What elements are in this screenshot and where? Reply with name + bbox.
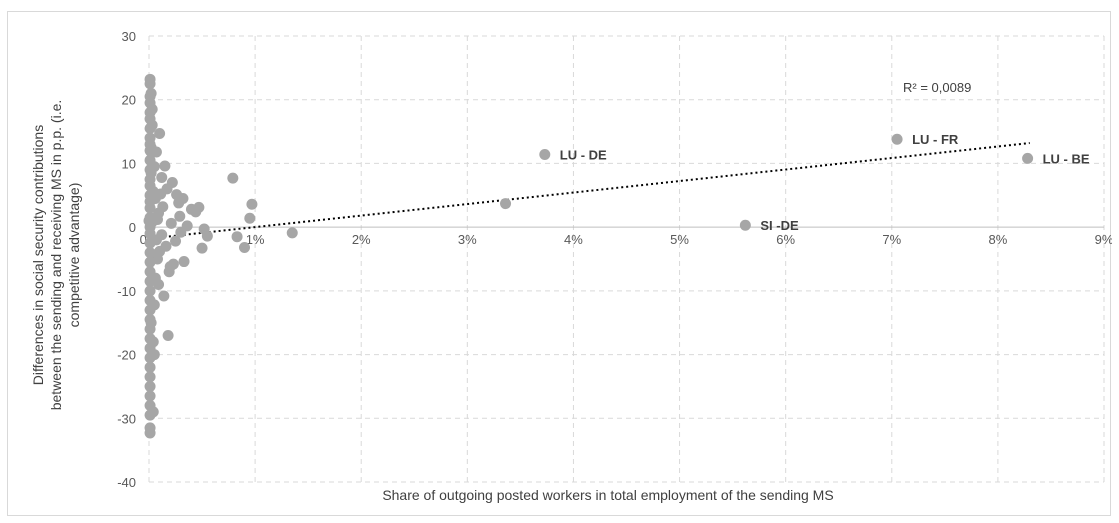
data-point (144, 427, 156, 439)
data-point (155, 188, 167, 200)
x-axis-ticks: 0%1%2%3%4%5%6%7%8%9% (140, 232, 1112, 247)
data-point (147, 336, 159, 348)
data-point (165, 217, 177, 229)
data-point (163, 266, 175, 278)
data-point (144, 390, 156, 402)
data-point (171, 189, 183, 201)
data-point (144, 380, 156, 392)
point-annotation: LU - FR (912, 132, 959, 147)
data-point (1022, 152, 1034, 164)
data-point (539, 149, 551, 161)
y-tick-label: -10 (117, 284, 136, 299)
data-point (170, 235, 182, 247)
data-point (144, 256, 156, 268)
data-point (144, 304, 156, 316)
x-tick-label: 9% (1095, 232, 1112, 247)
y-tick-label: 30 (122, 29, 136, 44)
y-axis-title-line-1: Differences in social security contribut… (30, 125, 46, 385)
chart-frame: 0%1%2%3%4%5%6%7%8%9% -40-30-20-100102030… (7, 11, 1112, 516)
x-tick-label: 5% (670, 232, 689, 247)
data-point (175, 226, 187, 238)
data-point (151, 213, 163, 225)
data-point (144, 202, 156, 214)
x-tick-label: 1% (246, 232, 265, 247)
data-point (162, 329, 174, 341)
point-annotation: SI -DE (760, 218, 799, 233)
data-point (144, 323, 156, 335)
data-point (144, 266, 156, 278)
data-points (143, 73, 1034, 439)
data-point (153, 278, 165, 290)
y-tick-label: 20 (122, 93, 136, 108)
data-point (144, 361, 156, 373)
point-annotation: LU - BE (1043, 151, 1090, 166)
x-tick-label: 3% (458, 232, 477, 247)
x-tick-label: 6% (776, 232, 795, 247)
data-point (227, 172, 239, 184)
data-point (144, 314, 156, 326)
data-point (144, 294, 156, 306)
scatter-chart: 0%1%2%3%4%5%6%7%8%9% -40-30-20-100102030… (30, 29, 1112, 503)
y-tick-label: -30 (117, 411, 136, 426)
data-point (144, 78, 156, 90)
data-point (159, 160, 171, 172)
data-point (500, 198, 512, 210)
point-annotation: LU - DE (560, 148, 607, 163)
data-point (239, 242, 250, 254)
data-point (148, 161, 160, 173)
data-point (178, 256, 190, 268)
x-axis-title: Share of outgoing posted workers in tota… (382, 487, 833, 503)
data-point (198, 223, 210, 235)
point-annotations: LU - DE LU - FR LU - BE SI -DE (560, 132, 1090, 233)
data-point (174, 210, 186, 222)
data-point (244, 212, 256, 224)
y-axis-title-line-2: between the sending and receiving MS in … (48, 100, 64, 411)
x-tick-label: 7% (882, 232, 901, 247)
data-point (231, 231, 243, 243)
grid (148, 35, 1105, 483)
x-tick-label: 8% (988, 232, 1007, 247)
data-point (144, 400, 156, 412)
y-axis-ticks: -40 -30 -20 -10 0 10 20 30 (117, 29, 136, 490)
data-point (286, 227, 298, 239)
data-point (144, 247, 156, 259)
y-tick-label: -20 (117, 348, 136, 363)
data-point (246, 198, 258, 210)
y-tick-label: 0 (129, 220, 136, 235)
y-axis-title: Differences in social security contribut… (30, 100, 82, 411)
data-point (196, 242, 208, 254)
data-point (146, 103, 158, 115)
data-point (891, 133, 903, 145)
data-point (185, 203, 197, 215)
data-point (154, 127, 166, 139)
data-point (156, 229, 168, 241)
data-point (158, 290, 170, 302)
data-point (144, 409, 156, 421)
r-squared-label: R² = 0,0089 (903, 80, 971, 95)
y-tick-label: 10 (122, 156, 136, 171)
data-point (144, 352, 156, 364)
data-point (144, 275, 156, 287)
data-point (160, 240, 172, 252)
data-point (156, 171, 168, 183)
y-tick-label: -40 (117, 475, 136, 490)
x-tick-label: 4% (564, 232, 583, 247)
data-point (144, 285, 156, 297)
data-point (144, 113, 156, 125)
data-point (739, 219, 751, 231)
x-tick-label: 2% (352, 232, 371, 247)
data-point (144, 122, 156, 134)
data-point (145, 142, 157, 153)
data-point (143, 215, 155, 227)
data-point (144, 371, 156, 383)
data-point (144, 180, 156, 192)
data-point (173, 197, 185, 209)
y-axis-title-line-3: competitive advantage) (66, 183, 82, 328)
